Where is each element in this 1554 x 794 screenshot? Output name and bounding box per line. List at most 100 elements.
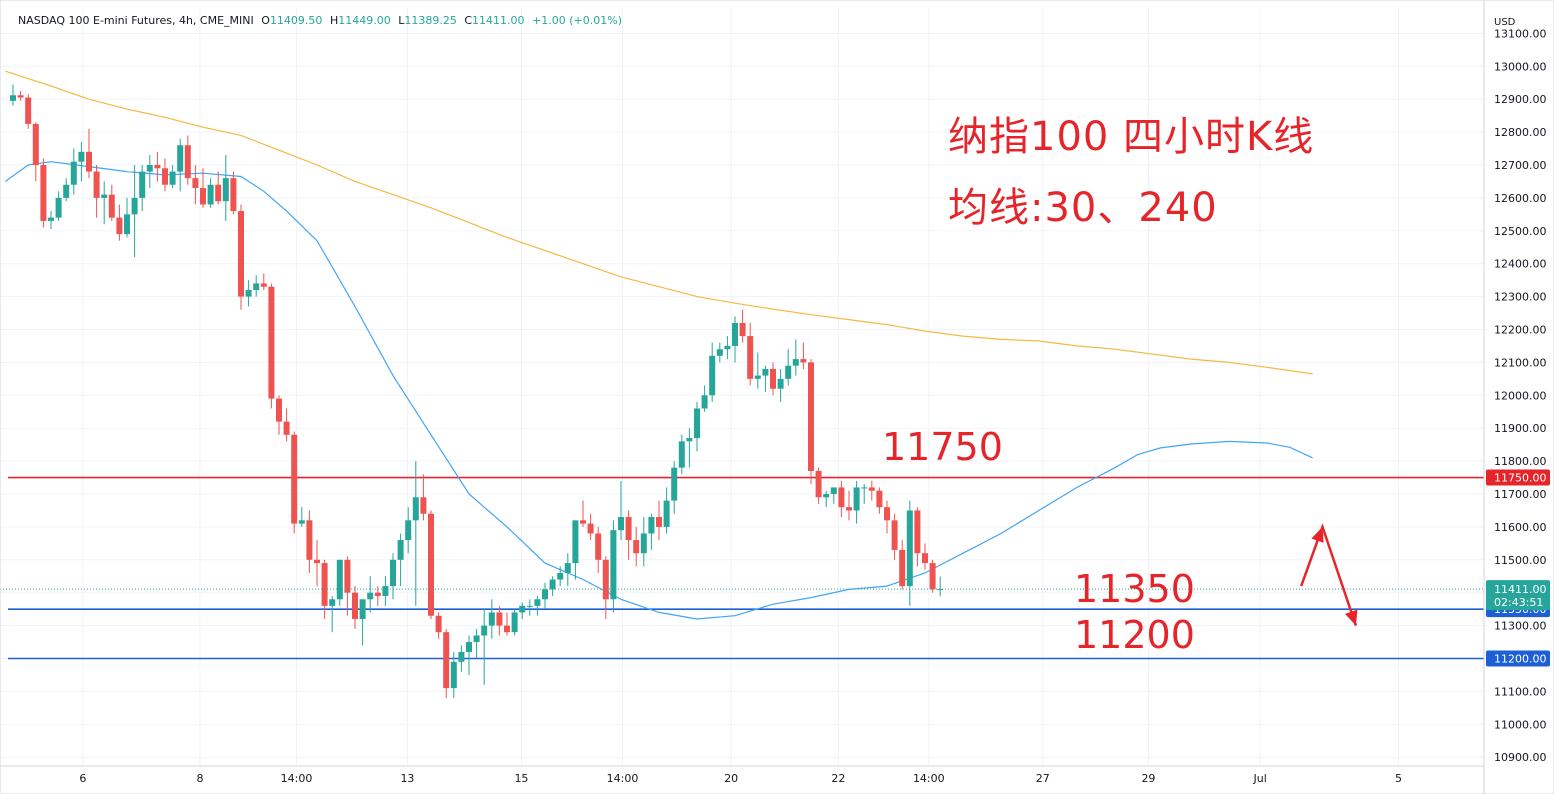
- candle-up: [694, 401, 700, 452]
- open-label: O: [261, 14, 270, 27]
- candle-down: [314, 540, 320, 587]
- candle-up: [732, 316, 738, 363]
- candle-down: [283, 408, 290, 442]
- candle-up: [564, 553, 571, 587]
- candle-down: [93, 165, 100, 218]
- candle-body: [390, 559, 396, 587]
- candle-down: [846, 490, 852, 521]
- candle-body: [640, 533, 647, 554]
- low-label: L: [398, 14, 405, 27]
- candle-down: [504, 612, 510, 636]
- y-tick-label: 11700.00: [1494, 488, 1547, 501]
- candle-body: [260, 283, 267, 287]
- candle-body: [268, 286, 275, 399]
- y-tick-label: 11500.00: [1494, 554, 1547, 567]
- candle-body: [754, 375, 761, 379]
- candle-up: [397, 533, 404, 587]
- candle-down: [580, 500, 586, 527]
- candle-down: [108, 184, 115, 221]
- candle-down: [260, 273, 267, 291]
- candle-down: [230, 171, 237, 215]
- candle-down: [770, 362, 776, 396]
- candle-body: [93, 171, 100, 198]
- candle-body: [329, 599, 336, 606]
- candle-body: [245, 290, 252, 297]
- candle-body: [922, 553, 928, 564]
- y-tick-label: 12600.00: [1494, 192, 1547, 205]
- candle-body: [792, 359, 799, 366]
- candle-body: [48, 217, 54, 221]
- ma240-line: [5, 70, 1313, 375]
- candle-down: [192, 165, 199, 205]
- candle-up: [823, 490, 830, 508]
- candle-down: [443, 628, 450, 698]
- candle-down: [808, 359, 814, 485]
- candle-body: [770, 368, 776, 389]
- candle-up: [10, 84, 16, 106]
- candle-up: [648, 513, 655, 550]
- candle-body: [732, 322, 738, 346]
- x-tick-label: 14:00: [281, 772, 313, 785]
- candle-body: [359, 599, 366, 620]
- candle-down: [868, 480, 875, 501]
- annotation-level-11350: 11350: [1074, 567, 1195, 611]
- price-scale[interactable]: 13100.00 13000.00 12900.00 12800.00 12700.00…: [1494, 27, 1547, 764]
- candle-body: [488, 612, 495, 626]
- candle-up: [618, 480, 624, 541]
- x-tick-label: 27: [1036, 772, 1050, 785]
- candle-up: [792, 339, 799, 376]
- candle-down: [116, 204, 123, 241]
- candle-body: [937, 589, 944, 591]
- annotation-title: 纳指100 四小时K线: [948, 114, 1315, 160]
- candle-body: [382, 586, 389, 596]
- x-tick-label: 14:00: [607, 772, 639, 785]
- candle-body: [344, 559, 351, 593]
- candle-body: [914, 510, 921, 554]
- candle-down: [40, 158, 47, 228]
- candle-body: [595, 533, 602, 560]
- arrow-path: [1300, 523, 1358, 627]
- candle-up: [367, 576, 374, 613]
- last-price-tag-bg: [1486, 580, 1550, 611]
- candle-up: [663, 487, 670, 534]
- candle-up: [830, 487, 837, 504]
- x-tick-label: 15: [514, 772, 528, 785]
- candle-up: [640, 517, 647, 567]
- candle-body: [762, 368, 769, 376]
- symbol-title: NASDAQ 100 E-mini Futures, 4h, CME_MINI: [18, 14, 254, 27]
- candle-body: [625, 517, 632, 541]
- candle-up: [329, 595, 336, 633]
- candle-up: [610, 520, 617, 613]
- candle-down: [747, 322, 754, 386]
- candle-down: [656, 500, 662, 541]
- y-tick-label: 12200.00: [1494, 324, 1547, 337]
- candle-body: [777, 378, 784, 389]
- candle-body: [253, 283, 260, 291]
- candle-body: [207, 184, 214, 205]
- y-tick-label: 11300.00: [1494, 620, 1547, 633]
- price-tag-bg: [1486, 650, 1550, 667]
- candle-body: [678, 441, 685, 468]
- time-scale[interactable]: 6 8 14:00 13 15 14:00 20 22 14:00 27 29 Jul 5: [79, 772, 1402, 785]
- candle-body: [435, 615, 442, 633]
- candle-body: [808, 362, 814, 471]
- candle-body: [587, 523, 594, 534]
- candle-body: [40, 165, 47, 221]
- candle-body: [146, 165, 153, 172]
- candle-body: [899, 549, 906, 587]
- candle-down: [184, 135, 191, 185]
- candle-up: [724, 336, 731, 360]
- candle-body: [686, 438, 693, 442]
- candle-down: [352, 586, 358, 629]
- candle-body: [108, 194, 115, 218]
- candle-down: [154, 151, 161, 182]
- candle-body: [891, 520, 898, 550]
- candle-body: [124, 214, 130, 235]
- low-value: 11389.25: [404, 14, 457, 27]
- ma30-series: [5, 161, 1313, 620]
- bar-countdown: 02:43:51: [1494, 596, 1543, 609]
- candle-up: [458, 645, 465, 672]
- candle-up: [131, 165, 138, 258]
